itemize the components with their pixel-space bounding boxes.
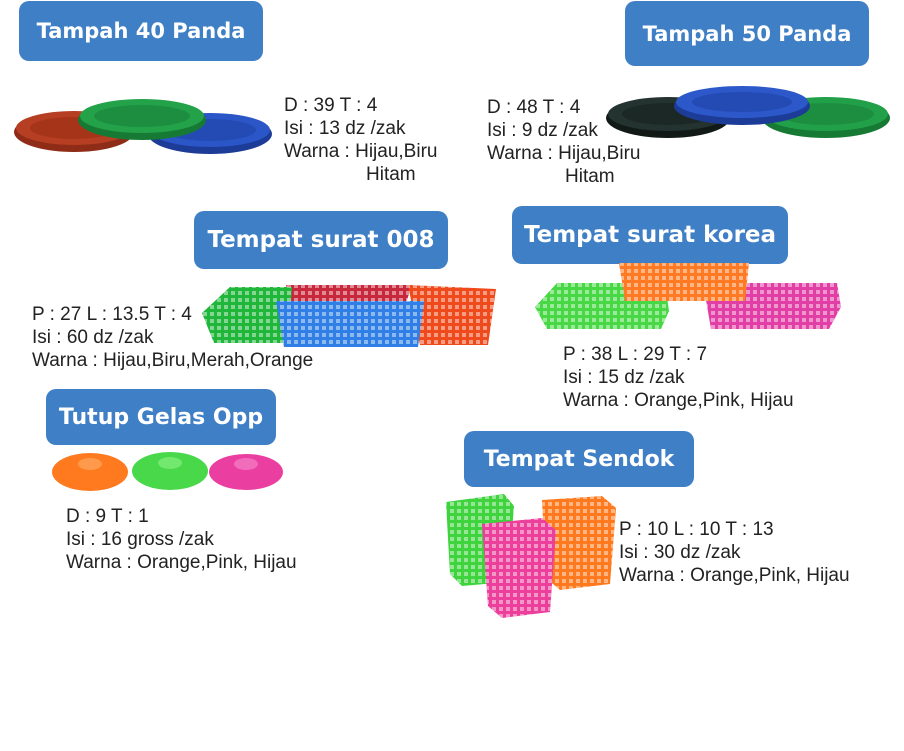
spec-line: Isi : 30 dz /zak bbox=[619, 542, 741, 563]
tutup-gelas-opp-image bbox=[52, 452, 283, 491]
info-tutup-gelas-opp: D : 9 T : 1 Isi : 16 gross /zak Warna : … bbox=[66, 505, 297, 574]
spec-line: Hitam bbox=[565, 166, 615, 187]
red-basket-icon bbox=[286, 285, 412, 303]
tampah-50-image bbox=[606, 86, 890, 138]
pink-lid-icon bbox=[209, 454, 283, 490]
spec-line: Isi : 16 gross /zak bbox=[66, 529, 214, 550]
green-tray-icon bbox=[78, 99, 206, 140]
pink-holder-icon bbox=[482, 518, 556, 618]
title-tampah-50: Tampah 50 Panda bbox=[625, 1, 869, 66]
title-tempat-sendok: Tempat Sendok bbox=[464, 431, 694, 487]
spec-line: P : 38 L : 29 T : 7 bbox=[563, 344, 708, 365]
spec-line: Warna : Hijau,Biru,Merah,Orange bbox=[32, 350, 314, 371]
info-tempat-sendok: P : 10 L : 10 T : 13 Isi : 30 dz /zak Wa… bbox=[619, 518, 850, 587]
spec-line: D : 48 T : 4 bbox=[487, 97, 581, 118]
spec-line: Hitam bbox=[366, 164, 416, 185]
info-tempat-surat-korea: P : 38 L : 29 T : 7 Isi : 15 dz /zak War… bbox=[563, 343, 794, 412]
title-tutup-gelas-opp: Tutup Gelas Opp bbox=[46, 389, 276, 445]
spec-line: Warna : Orange,Pink, Hijau bbox=[563, 390, 794, 411]
orange-basket-icon bbox=[619, 263, 749, 301]
spec-line: D : 39 T : 4 bbox=[284, 95, 378, 116]
title-tempat-surat-008: Tempat surat 008 bbox=[194, 211, 448, 269]
spec-line: Isi : 13 dz /zak bbox=[284, 118, 406, 139]
spec-line: D : 9 T : 1 bbox=[66, 506, 149, 527]
spec-line: Isi : 9 dz /zak bbox=[487, 120, 598, 141]
spec-line: Warna : Hijau,Biru bbox=[487, 143, 641, 164]
green-lid-icon bbox=[132, 452, 208, 490]
spec-line: Warna : Orange,Pink, Hijau bbox=[66, 552, 297, 573]
info-tampah-50: D : 48 T : 4 Isi : 9 dz /zak Warna : Hij… bbox=[487, 96, 640, 188]
orange-holder-icon bbox=[542, 496, 616, 590]
blue-basket-icon bbox=[276, 301, 424, 347]
spec-line: Isi : 60 dz /zak bbox=[32, 327, 154, 348]
tampah-40-image bbox=[14, 99, 272, 154]
spec-line: P : 10 L : 10 T : 13 bbox=[619, 519, 774, 540]
blue-tray-icon bbox=[674, 86, 810, 125]
green-basket-icon bbox=[202, 287, 292, 343]
info-tampah-40: D : 39 T : 4 Isi : 13 dz /zak Warna : Hi… bbox=[284, 94, 437, 186]
title-tempat-surat-korea: Tempat surat korea bbox=[512, 206, 788, 264]
spec-line: P : 27 L : 13.5 T : 4 bbox=[32, 304, 192, 325]
tempat-surat-korea-image bbox=[535, 263, 841, 329]
spec-line: Warna : Orange,Pink, Hijau bbox=[619, 565, 850, 586]
tempat-sendok-image bbox=[446, 494, 616, 618]
spec-line: Isi : 15 dz /zak bbox=[563, 367, 685, 388]
orange-lid-icon bbox=[52, 453, 128, 491]
title-tampah-40: Tampah 40 Panda bbox=[19, 1, 263, 61]
spec-line: Warna : Hijau,Biru bbox=[284, 141, 438, 162]
tempat-surat-008-image bbox=[202, 285, 496, 347]
orange-basket-icon bbox=[408, 285, 496, 345]
black-tray-icon bbox=[606, 97, 730, 138]
info-tempat-surat-008: P : 27 L : 13.5 T : 4 Isi : 60 dz /zak W… bbox=[32, 303, 313, 372]
